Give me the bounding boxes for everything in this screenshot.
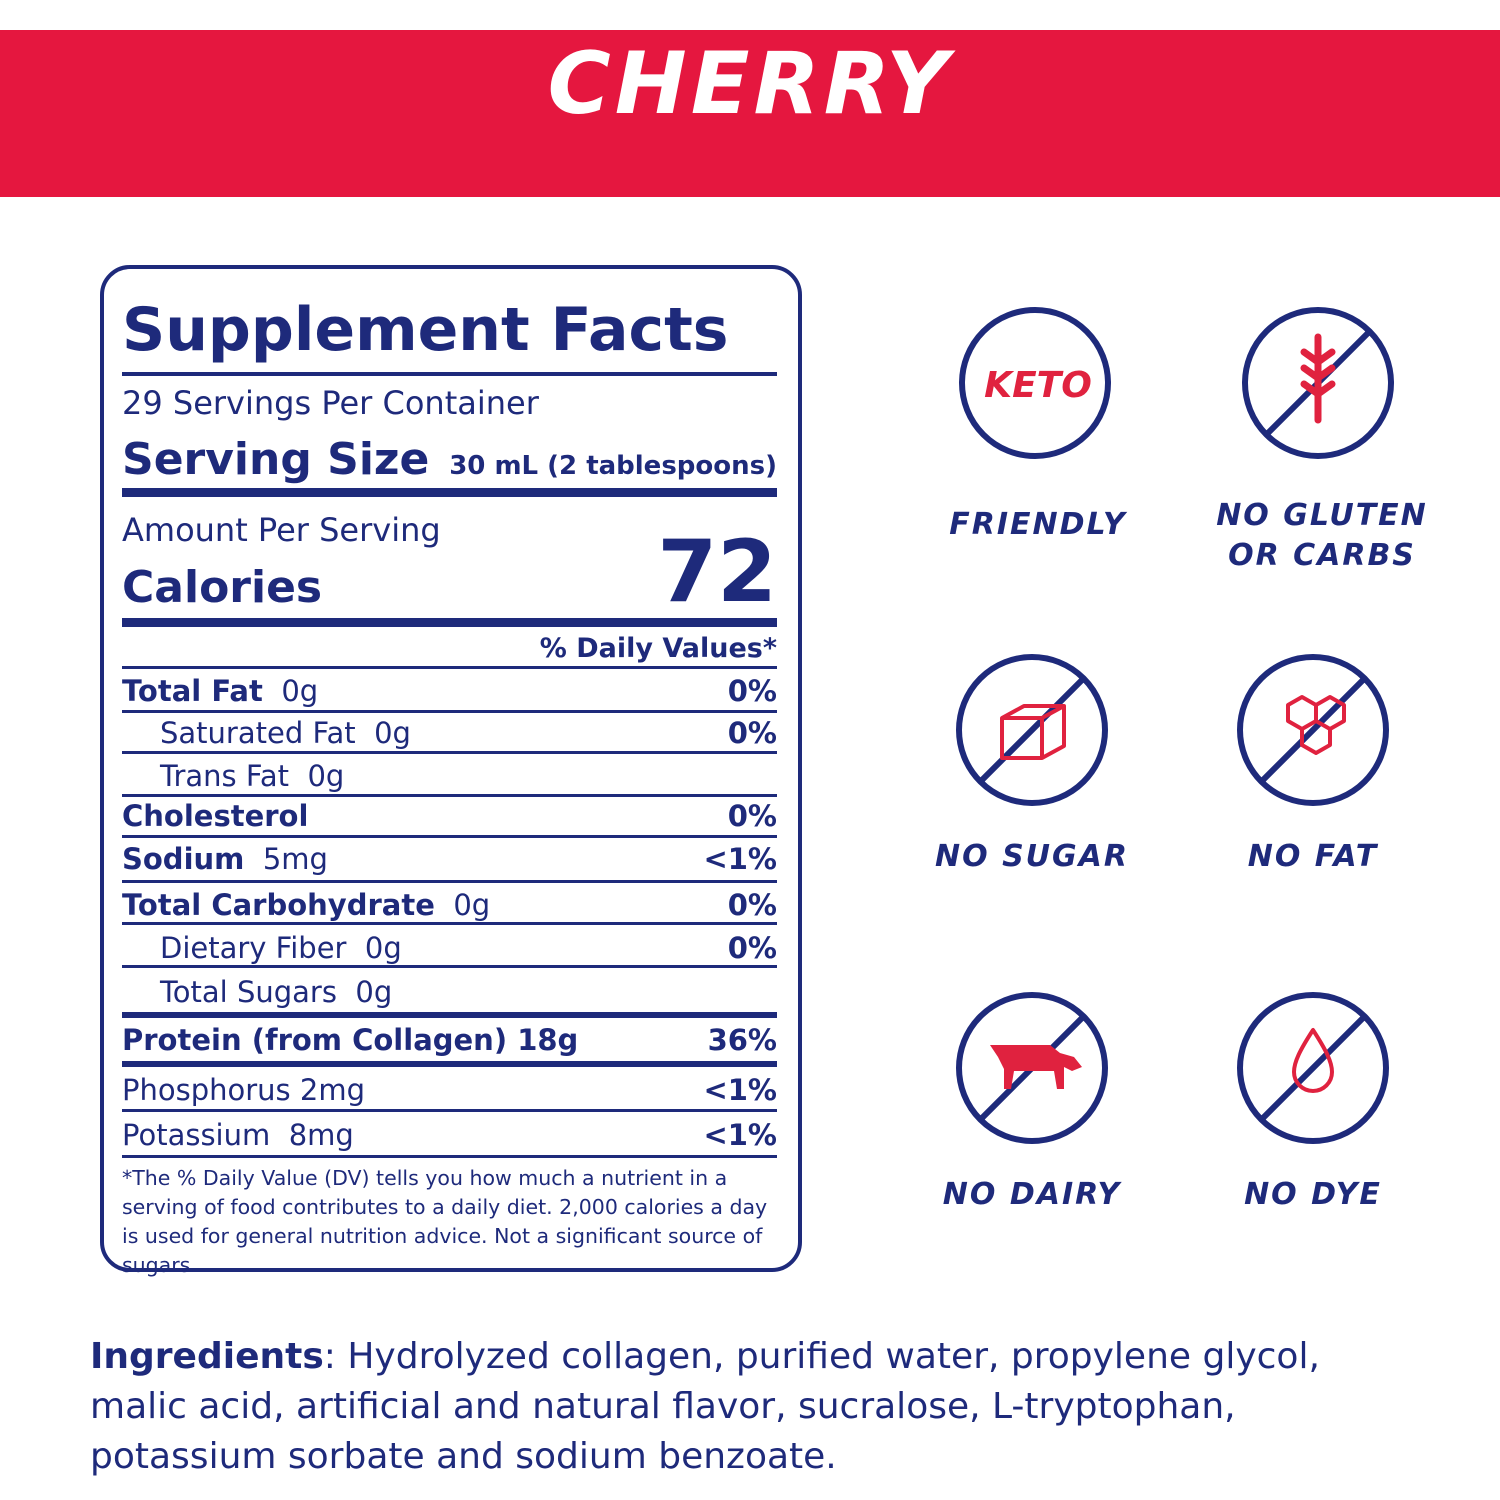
serving-size-label: Serving Size (122, 434, 430, 485)
nutrient-name: Phosphorus (122, 1073, 291, 1107)
nutrient-row: Cholesterol 0% (122, 798, 777, 834)
nutrient-dv: <1% (703, 1118, 777, 1152)
slash (1257, 1012, 1369, 1124)
nutrient-amount: 8mg (288, 1118, 354, 1152)
calories-label: Calories (122, 562, 323, 613)
nutrient-name: Saturated Fat (160, 716, 356, 750)
facts-title: Supplement Facts (122, 295, 729, 365)
nutrient-dv: 0% (727, 888, 777, 922)
badge-label: NO DYE (1244, 1177, 1382, 1212)
slash (976, 674, 1088, 786)
nutrient-row: Potassium 8mg <1% (122, 1117, 777, 1153)
nutrient-amount: 0g (307, 759, 345, 793)
nutrient-dv: <1% (703, 1073, 777, 1107)
cube-icon (1000, 704, 1066, 760)
nutrient-amount: 5mg (262, 842, 328, 876)
nutrient-row: Protein (from Collagen) 18g 36% (122, 1022, 777, 1058)
nutrient-amount: 0g (364, 931, 402, 965)
nutrient-dv: 0% (727, 799, 777, 833)
nutrient-row: Phosphorus 2mg <1% (122, 1072, 777, 1108)
badge-label: NO SUGAR (935, 839, 1129, 874)
badge-circles (956, 307, 1394, 1144)
nutrient-row: Trans Fat 0g (122, 758, 777, 794)
rule (122, 922, 777, 925)
rule (122, 372, 777, 376)
rule (122, 835, 777, 838)
nutrient-amount: 18g (517, 1023, 579, 1057)
header-band (0, 30, 1500, 197)
serving-size-row: Serving Size 30 mL (2 tablespoons) (122, 432, 777, 488)
serving-size-value: 30 mL (2 tablespoons) (449, 451, 777, 481)
rule (122, 710, 777, 713)
nutrient-row: Total Sugars 0g (122, 974, 777, 1010)
badge-glyphs (1000, 333, 1346, 1093)
slash (1262, 327, 1374, 439)
dv-header: % Daily Values* (539, 633, 777, 664)
nutrient-name: Sodium (122, 842, 245, 876)
rule (122, 1012, 777, 1018)
nutrient-row: Total Fat 0g 0% (122, 673, 777, 709)
rule (122, 794, 777, 797)
nutrient-name: Dietary Fiber (160, 931, 347, 965)
rule (122, 965, 777, 968)
nutrient-amount: 2mg (299, 1073, 365, 1107)
rule (122, 1061, 777, 1067)
nutrient-dv: <1% (703, 842, 777, 876)
rule (122, 1109, 777, 1112)
nutrient-name: Total Sugars (160, 975, 337, 1009)
drop-icon (1292, 1028, 1334, 1093)
rule (122, 618, 777, 627)
nutrient-amount: 0g (374, 716, 411, 750)
amount-label: Amount Per Serving (122, 511, 441, 549)
badge-circle (1237, 992, 1389, 1144)
nutrient-dv: 0% (727, 716, 777, 750)
nutrient-amount: 0g (355, 975, 393, 1009)
ingredients-text: : Hydrolyzed collagen, purified water, p… (90, 1336, 1320, 1477)
badge-circle (956, 654, 1108, 806)
rule (122, 666, 777, 669)
ingredients-label: Ingredients (90, 1336, 324, 1377)
slash (976, 1012, 1088, 1124)
nutrient-row: Total Carbohydrate 0g 0% (122, 887, 777, 923)
cow-icon (990, 1045, 1082, 1089)
nutrient-dv: 36% (707, 1023, 777, 1057)
ingredients: Ingredients: Hydrolyzed collagen, purifi… (90, 1332, 1410, 1482)
nutrient-amount: 0g (453, 888, 491, 922)
wheat-icon (1300, 333, 1336, 424)
footnote: *The % Daily Value (DV) tells you how mu… (122, 1166, 768, 1277)
molecule-icon (1286, 695, 1346, 755)
nutrient-row: Sodium 5mg <1% (122, 841, 777, 877)
badge-label: FRIENDLY (949, 507, 1127, 542)
nutrient-row: Saturated Fat 0g 0% (122, 715, 777, 751)
rule (122, 488, 777, 497)
flavor-title: CHERRY (547, 34, 953, 134)
nutrient-dv: 0% (727, 931, 777, 965)
nutrient-amount: 0g (281, 674, 319, 708)
keto-text: KETO (984, 365, 1092, 406)
slash (1257, 674, 1369, 786)
servings: 29 Servings Per Container (122, 384, 539, 422)
nutrient-name: Protein (from Collagen) (122, 1023, 508, 1057)
nutrient-dv: 0% (727, 674, 777, 708)
badge-circle (1242, 307, 1394, 459)
nutrient-name: Trans Fat (160, 759, 290, 793)
nutrient-name: Cholesterol (122, 799, 309, 833)
nutrient-name: Total Carbohydrate (122, 888, 435, 922)
badge-circle (1237, 654, 1389, 806)
nutrient-name: Potassium (122, 1118, 271, 1152)
rule (122, 880, 777, 883)
facts-panel (100, 265, 802, 1272)
badge-circle (956, 992, 1108, 1144)
badge-label: NO GLUTEN (1216, 498, 1428, 533)
rule (122, 1155, 777, 1158)
nutrient-name: Total Fat (122, 674, 263, 708)
badge-label: NO FAT (1247, 839, 1379, 874)
rule (122, 751, 777, 754)
nutrient-row: Dietary Fiber 0g 0% (122, 930, 777, 966)
badge-circle (959, 307, 1111, 459)
badge-label: NO DAIRY (942, 1177, 1122, 1212)
calories-value: 72 (657, 522, 777, 622)
badge-label: OR CARBS (1228, 538, 1416, 573)
